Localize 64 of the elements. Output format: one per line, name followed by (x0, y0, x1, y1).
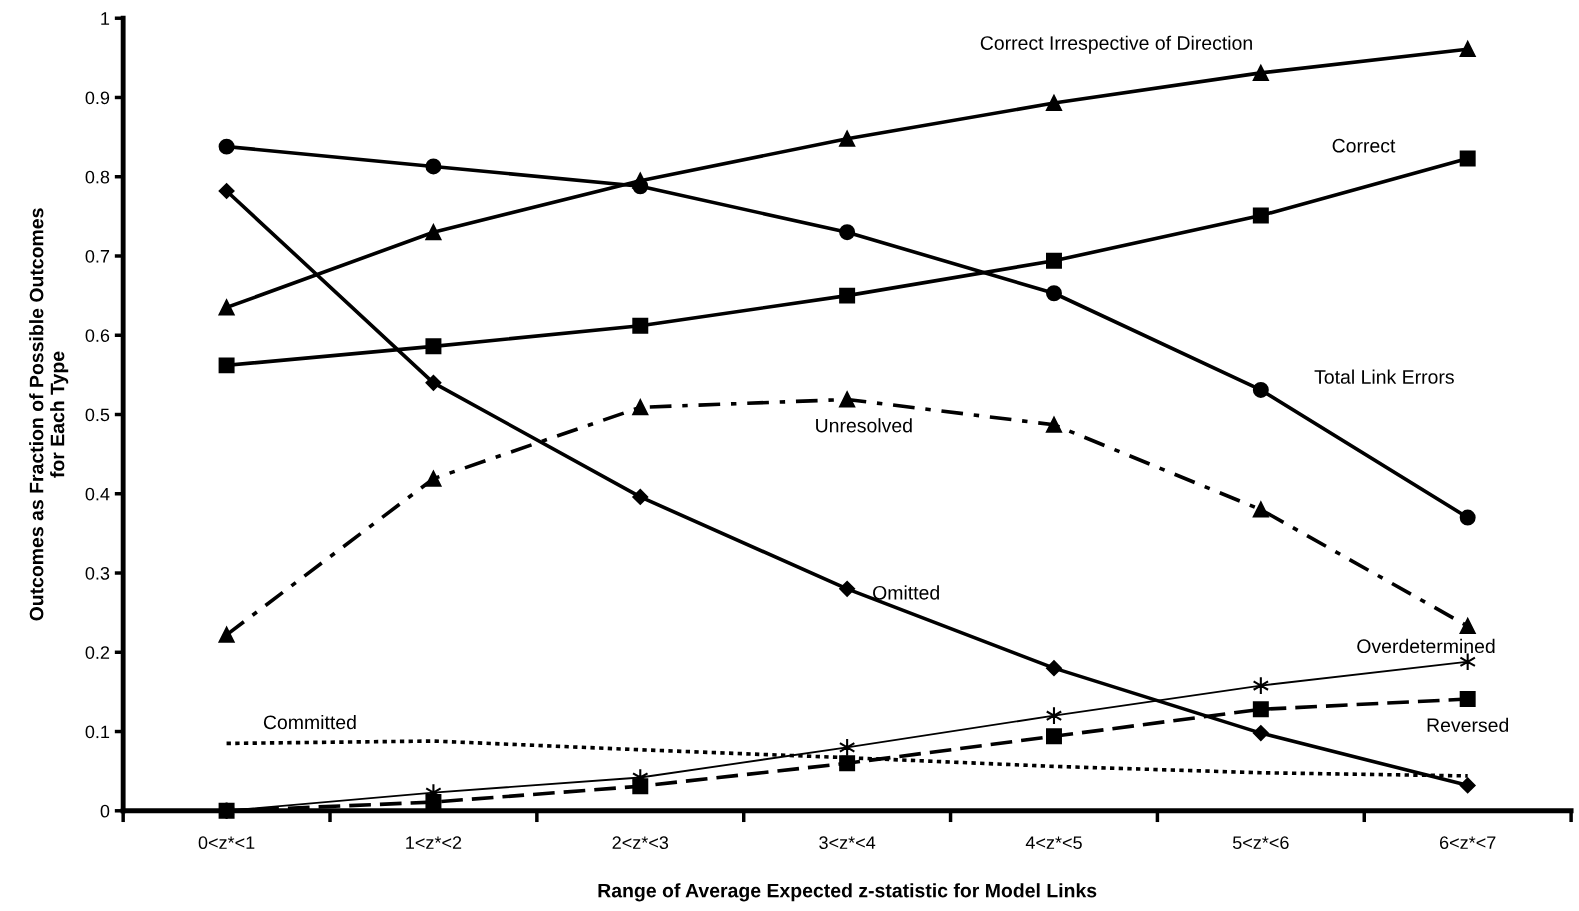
x-tick-label: 0<z*<1 (198, 836, 255, 850)
x-tick-label: 3<z*<4 (819, 836, 876, 850)
y-tick-label: 1 (101, 12, 110, 25)
point (1046, 285, 1062, 302)
point (425, 470, 442, 487)
point (632, 317, 649, 334)
series-label: Omitted (873, 585, 939, 600)
point (1459, 691, 1476, 708)
point (1252, 725, 1269, 742)
y-tick-label: 0.7 (85, 249, 110, 263)
point (1459, 777, 1476, 794)
x-tick-label: 4<z*<5 (1025, 836, 1082, 850)
point (1046, 728, 1062, 745)
point (425, 374, 442, 391)
point (1252, 701, 1269, 718)
point (1046, 660, 1062, 677)
y-tick-label: 0.3 (85, 566, 110, 580)
y-tick-label: 0.8 (85, 170, 110, 184)
point (839, 130, 856, 147)
point (218, 138, 235, 155)
point (218, 357, 235, 374)
y-tick-label: 0.2 (85, 646, 110, 659)
point (1046, 95, 1062, 112)
point (1252, 64, 1269, 81)
point (1459, 41, 1476, 58)
series-label: Committed (263, 714, 356, 730)
point (1046, 252, 1062, 269)
point (632, 489, 649, 505)
point (839, 224, 856, 241)
x-axis-title: Range of Average Expected z-statistic for Model Links (598, 883, 1097, 902)
point (1046, 416, 1062, 433)
y-tick-label: 0.4 (85, 487, 110, 501)
point (425, 224, 442, 241)
point (425, 338, 442, 355)
series-label: Unresolved (816, 418, 912, 433)
y-tick-label: 0.5 (85, 408, 110, 422)
point (425, 158, 442, 175)
point (1459, 150, 1476, 167)
y-tick-label: 0.1 (85, 725, 110, 739)
point (1459, 618, 1476, 635)
point (1252, 381, 1269, 398)
x-tick-label: 6<z*<7 (1439, 836, 1496, 850)
point (1252, 207, 1269, 224)
series-label: Total Link Errors (1314, 369, 1454, 384)
point (218, 626, 235, 643)
point (839, 287, 856, 304)
point (218, 183, 235, 199)
x-tick-label: 2<z*<3 (612, 836, 669, 850)
y-tick-label: 0.9 (85, 91, 110, 105)
point (1252, 501, 1269, 518)
series-label: Correct (1332, 138, 1396, 153)
y-axis-title: Outcomes as Fraction of Possible Outcomes for Each Type (29, 208, 69, 621)
point (218, 299, 235, 316)
x-tick-label: 1<z*<2 (406, 836, 462, 849)
point (839, 391, 856, 408)
point (1459, 509, 1476, 526)
point (839, 580, 856, 597)
series-label: Overdetermined (1357, 638, 1495, 654)
x-tick-label: 5<z*<6 (1232, 836, 1289, 850)
series-label: Reversed (1427, 717, 1509, 733)
point (632, 399, 649, 416)
series-label: Correct Irrespective of Direction (980, 35, 1252, 54)
y-tick-label: 0.6 (85, 329, 110, 342)
y-tick-label: 0 (100, 804, 110, 818)
